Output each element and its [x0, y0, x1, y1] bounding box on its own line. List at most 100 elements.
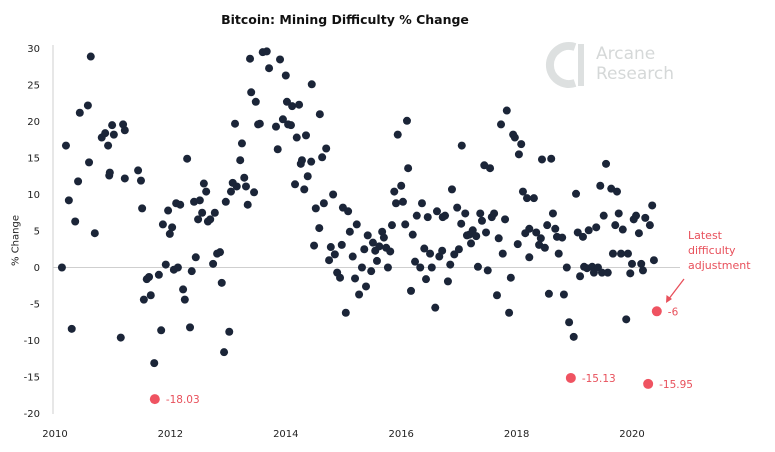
data-point: [311, 204, 320, 213]
data-point: [348, 252, 357, 261]
data-point: [173, 263, 182, 272]
x-tick-label: 2010: [42, 429, 67, 440]
data-point: [194, 215, 203, 224]
data-point: [427, 263, 436, 272]
highlight-label: -6: [668, 306, 679, 318]
data-point: [501, 215, 510, 224]
data-point: [318, 153, 327, 162]
data-point: [543, 221, 552, 230]
data-point: [599, 211, 608, 220]
data-point: [199, 179, 208, 188]
data-point: [569, 332, 578, 341]
data-point: [417, 199, 426, 208]
data-point: [57, 263, 66, 272]
data-point: [432, 207, 441, 216]
data-point: [576, 272, 585, 281]
data-point: [390, 187, 399, 196]
y-tick-label: 30: [27, 44, 40, 55]
y-tick-label: -5: [30, 300, 40, 311]
data-point: [307, 80, 316, 89]
data-point: [393, 130, 402, 139]
data-point: [291, 180, 300, 189]
y-tick-label: -20: [24, 409, 40, 420]
data-point: [101, 129, 110, 138]
data-point: [431, 303, 440, 312]
data-point: [183, 154, 192, 163]
data-point: [330, 250, 339, 259]
data-point: [562, 263, 571, 272]
y-tick-label: -10: [24, 336, 40, 347]
data-point: [64, 196, 73, 205]
data-point: [411, 257, 420, 266]
x-tick-labels: 2010 2012 2014 2016 2018 2020: [42, 429, 644, 440]
data-point: [186, 323, 195, 332]
data-point: [492, 291, 501, 300]
data-point: [325, 256, 334, 265]
data-point: [180, 295, 189, 304]
data-point: [134, 166, 143, 175]
data-point: [195, 196, 204, 205]
data-point: [383, 263, 392, 272]
data-point: [300, 185, 309, 194]
data-point: [522, 194, 531, 203]
y-tick-label: 20: [27, 117, 40, 128]
data-point: [345, 227, 354, 236]
data-point: [401, 220, 410, 229]
data-point: [404, 164, 413, 173]
data-point: [497, 120, 506, 129]
data-point: [90, 229, 99, 238]
data-point: [120, 126, 129, 135]
data-point: [225, 327, 234, 336]
data-point: [602, 159, 611, 168]
data-point: [146, 291, 155, 300]
data-point: [262, 47, 271, 56]
data-point: [518, 187, 527, 196]
data-point: [443, 277, 452, 286]
data-point: [352, 220, 361, 229]
data-point: [572, 189, 581, 198]
data-point: [250, 188, 259, 197]
data-point: [288, 102, 297, 111]
data-point: [240, 173, 249, 182]
y-tick-label: 5: [34, 227, 40, 238]
data-point: [209, 259, 218, 268]
data-points: [57, 47, 658, 368]
data-point: [628, 259, 636, 268]
data-point: [292, 133, 301, 142]
data-point: [494, 234, 503, 243]
data-point: [596, 181, 605, 190]
data-point: [416, 263, 425, 272]
data-point: [402, 116, 411, 125]
data-point: [537, 155, 546, 164]
data-point: [344, 207, 353, 216]
data-point: [295, 100, 304, 109]
data-point: [150, 359, 159, 368]
data-point: [622, 315, 631, 324]
data-point: [104, 141, 113, 150]
data-point: [220, 348, 229, 357]
data-point: [632, 211, 641, 220]
data-point: [243, 200, 252, 209]
data-point: [154, 270, 163, 279]
annotation-text: Latest difficulty adjustment: [688, 228, 751, 273]
y-tick-label: -15: [24, 373, 40, 384]
data-point: [108, 121, 117, 130]
data-point: [547, 154, 556, 163]
highlight-point: [651, 306, 662, 317]
data-point: [164, 206, 173, 215]
data-point: [74, 177, 83, 186]
data-point: [467, 239, 476, 248]
data-point: [551, 224, 560, 233]
data-point: [246, 54, 255, 63]
y-tick-label: 10: [27, 190, 40, 201]
data-point: [603, 268, 612, 277]
x-tick-label: 2012: [158, 429, 183, 440]
data-point: [315, 224, 324, 233]
data-point: [617, 249, 626, 258]
data-point: [578, 232, 587, 241]
data-point: [420, 244, 429, 253]
data-point: [532, 228, 541, 237]
data-point: [176, 200, 185, 209]
data-point: [315, 110, 324, 119]
data-point: [286, 121, 295, 130]
